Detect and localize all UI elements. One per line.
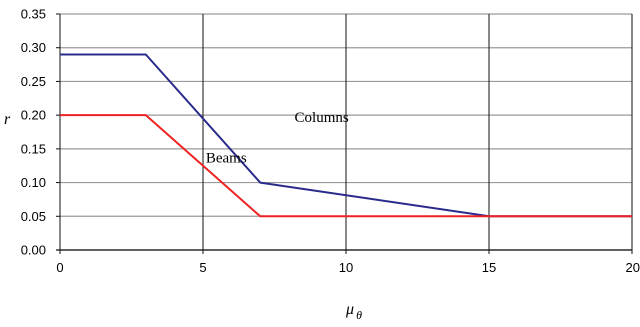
- y-tick-label: 0.15: [21, 141, 46, 156]
- annotation-columns: Columns: [295, 110, 349, 126]
- x-tick-label: 5: [199, 260, 206, 275]
- y-axis-label: r: [4, 111, 11, 128]
- y-tick-label: 0.30: [21, 40, 46, 55]
- annotation-beams: Beams: [206, 150, 247, 166]
- x-tick-label: 20: [626, 260, 640, 275]
- x-tick-label: 10: [339, 260, 353, 275]
- x-tick-label: 0: [56, 260, 63, 275]
- grid-lines: [56, 13, 633, 254]
- y-tick-label: 0.25: [21, 74, 46, 89]
- x-axis-ticks: 0 5 10 15 20: [56, 260, 640, 275]
- y-tick-label: 0.20: [21, 108, 46, 123]
- y-tick-label: 0.00: [21, 243, 46, 258]
- series-lines: [60, 53, 632, 218]
- y-tick-label: 0.05: [21, 209, 46, 224]
- y-tick-label: 0.35: [21, 7, 46, 22]
- series-line-beams: [60, 114, 632, 218]
- annotations: Columns Beams: [206, 110, 349, 166]
- x-tick-label: 15: [482, 260, 496, 275]
- y-axis-ticks: 0.00 0.05 0.10 0.15 0.20 0.25 0.30 0.35: [21, 7, 46, 258]
- y-tick-label: 0.10: [21, 175, 46, 190]
